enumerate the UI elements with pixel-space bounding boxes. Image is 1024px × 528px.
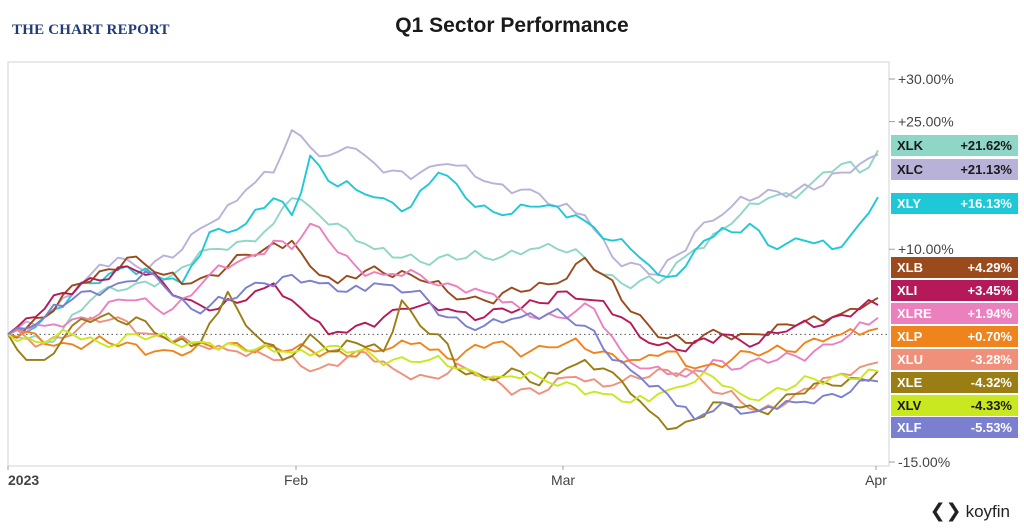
series-name: XLE	[897, 375, 923, 390]
series-name: XLI	[897, 283, 917, 298]
series-value: -4.33%	[971, 398, 1013, 413]
series-value: -3.28%	[971, 352, 1013, 367]
brand-logo: THE CHART REPORT	[12, 22, 170, 38]
series-label-xlv: XLV -4.33%	[891, 395, 1018, 416]
series-label-xlre: XLRE +1.94%	[891, 303, 1018, 324]
series-name: XLK	[897, 138, 924, 153]
series-label-box	[891, 349, 1018, 370]
series-value: +1.94%	[968, 306, 1013, 321]
series-value: +21.62%	[960, 138, 1012, 153]
series-label-xle: XLE -4.32%	[891, 372, 1018, 393]
y-tick-label: +30.00%	[898, 71, 954, 87]
series-label-box	[891, 372, 1018, 393]
series-label-xly: XLY +16.13%	[891, 193, 1018, 214]
y-tick-label: +25.00%	[898, 114, 954, 130]
series-line-xlf	[7, 270, 879, 421]
series-label-box	[891, 326, 1018, 347]
series-label-xlb: XLB +4.29%	[891, 257, 1018, 278]
series-value: +3.45%	[968, 283, 1013, 298]
koyfin-logo: ❮❯ koyfin	[930, 500, 1010, 523]
x-tick-label: Feb	[284, 472, 308, 488]
y-tick-label: -15.00%	[898, 454, 950, 470]
series-name: XLY	[897, 196, 921, 211]
series-line-xlk	[7, 149, 879, 344]
series-label-xlc: XLC +21.13%	[891, 159, 1018, 180]
series-value: -4.32%	[971, 375, 1013, 390]
series-label-xlp: XLP +0.70%	[891, 326, 1018, 347]
y-tick-label: +10.00%	[898, 241, 954, 257]
series-value: +4.29%	[968, 260, 1013, 275]
series-name: XLV	[897, 398, 922, 413]
series-label-box	[891, 135, 1018, 156]
plot-frame	[7, 61, 890, 467]
series-label-box	[891, 303, 1018, 324]
chart-title: Q1 Sector Performance	[395, 14, 629, 37]
series-value: +21.13%	[960, 162, 1012, 177]
series-label-xli: XLI +3.45%	[891, 280, 1018, 301]
series-line-xlv	[7, 328, 879, 404]
series-name: XLU	[897, 352, 923, 367]
koyfin-mark-icon: ❮❯	[929, 501, 962, 522]
series-label-box	[891, 159, 1018, 180]
series-value: -5.53%	[971, 420, 1013, 435]
series-label-box	[891, 280, 1018, 301]
series-name: XLP	[897, 329, 923, 344]
series-label-xlu: XLU -3.28%	[891, 349, 1018, 370]
series-label-xlk: XLK +21.62%	[891, 135, 1018, 156]
series-line-xlp	[7, 327, 879, 370]
series-value: +0.70%	[968, 329, 1013, 344]
series-line-xlc	[7, 129, 879, 336]
x-tick-label: Apr	[865, 472, 887, 488]
series-label-box	[891, 417, 1018, 438]
series-label-box	[891, 395, 1018, 416]
series-name: XLF	[897, 420, 922, 435]
series-label-box	[891, 193, 1018, 214]
series-value: +16.13%	[960, 196, 1012, 211]
series-name: XLC	[897, 162, 924, 177]
series-line-xlre	[7, 222, 879, 378]
x-tick-label: 2023	[8, 472, 39, 488]
koyfin-wordmark: koyfin	[965, 501, 1010, 521]
series-label-xlf: XLF -5.53%	[891, 417, 1018, 438]
x-tick-label: Mar	[551, 472, 575, 488]
series-line-xlu	[7, 316, 879, 412]
series-line-xlb	[7, 239, 879, 344]
series-line-xly	[7, 154, 879, 336]
series-name: XLB	[897, 260, 923, 275]
series-name: XLRE	[897, 306, 932, 321]
series-label-box	[891, 257, 1018, 278]
